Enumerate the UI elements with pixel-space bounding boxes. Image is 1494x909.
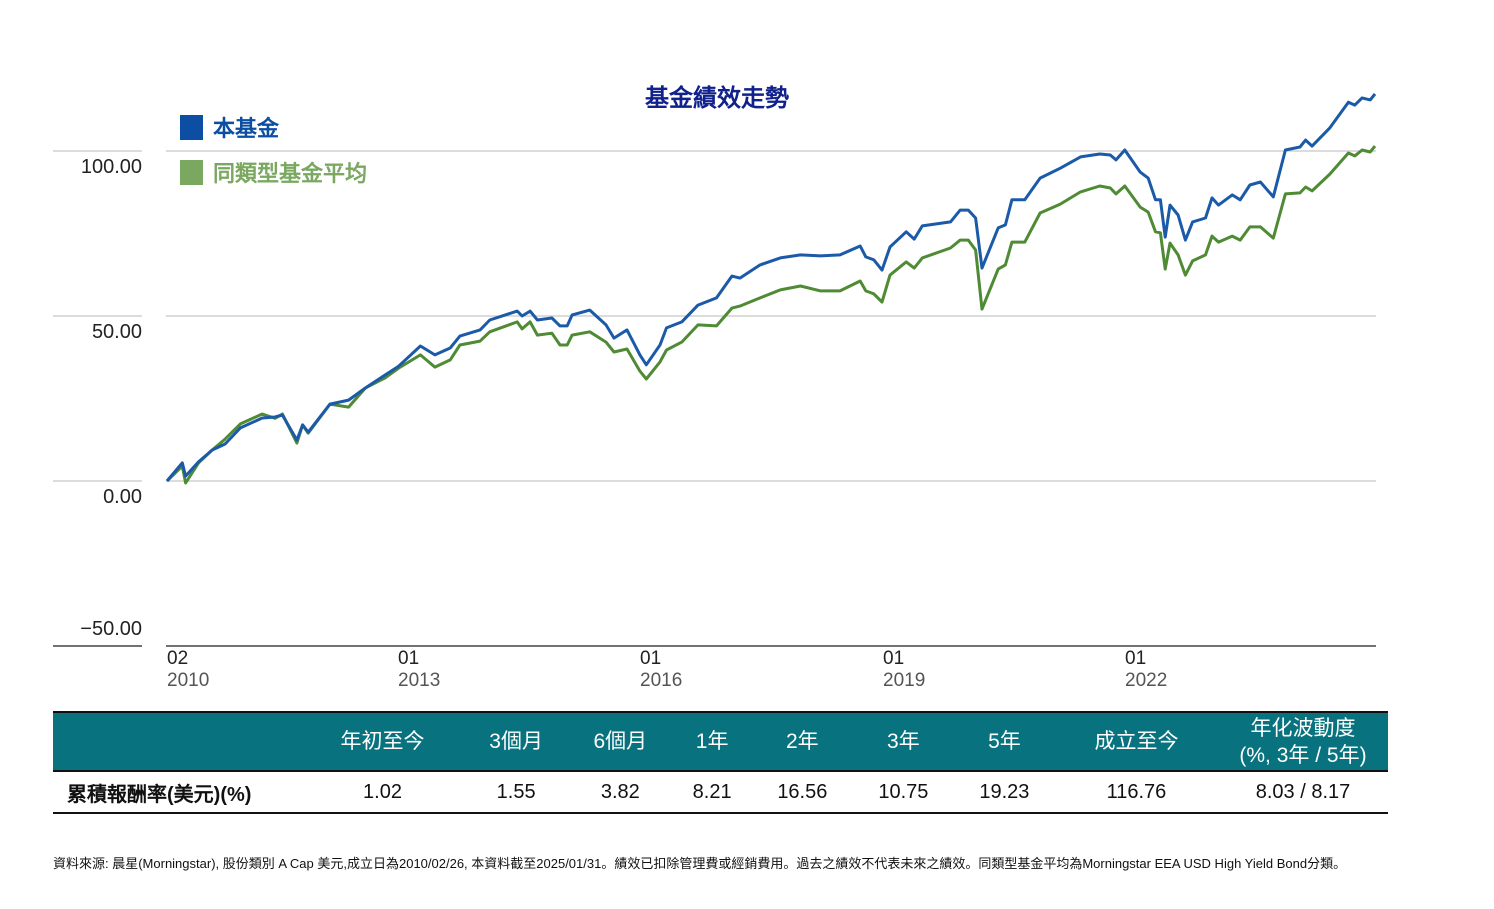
cell-3y: 10.75: [878, 780, 929, 803]
series-line-fund: [165, 92, 1377, 482]
x-tick-year: 2010: [167, 670, 210, 691]
cell-5y: 19.23: [979, 780, 1030, 803]
x-tick-year: 2013: [398, 670, 441, 691]
header-blank: [53, 712, 301, 771]
chart-title: 基金績效走勢: [645, 85, 789, 112]
x-tick-month: 01: [883, 648, 905, 669]
cell-2y: 16.56: [777, 780, 828, 803]
header-1y: 1年: [695, 730, 729, 753]
header-3m: 3個月: [489, 730, 543, 753]
header-ytd: 年初至今: [340, 730, 425, 753]
y-tick-label: 50.00: [91, 321, 142, 343]
x-tick-month: 01: [1125, 648, 1147, 669]
cell-3m: 1.55: [496, 780, 536, 803]
header-6m: 6個月: [593, 730, 648, 753]
x-tick-month: 01: [640, 648, 662, 669]
header-volatility-line1: 年化波動度: [1250, 716, 1356, 740]
axis-gap: [142, 640, 166, 650]
footnote: 資料來源: 晨星(Morningstar), 股份類別 A Cap 美元,成立日…: [53, 856, 1347, 871]
x-tick-year: 2022: [1125, 670, 1168, 691]
x-tick-label: 01 2016: [640, 648, 682, 692]
legend-label-peer: 同類型基金平均: [213, 161, 368, 186]
performance-chart: [53, 92, 1377, 650]
cell-6m: 3.82: [600, 780, 640, 803]
cell-since-inception: 116.76: [1106, 780, 1167, 803]
legend-swatch-fund: [180, 114, 203, 140]
x-tick-label: 01 2019: [883, 648, 925, 692]
series-line-peer: [165, 145, 1377, 485]
header-5y: 5年: [988, 730, 1021, 753]
header-since-inception: 成立至今: [1094, 730, 1179, 753]
x-tick-month: 01: [398, 648, 420, 669]
cell-1y: 8.21: [692, 780, 732, 803]
axis-gap: [142, 140, 166, 490]
cell-volatility: 8.03 / 8.17: [1255, 780, 1351, 803]
legend-label-fund: 本基金: [213, 116, 280, 141]
x-tick-year: 2016: [640, 670, 683, 691]
cell-ytd: 1.02: [363, 780, 402, 803]
table-header-row: 年初至今 3個月 6個月 1年 2年 3年 5年 成立至今 年化波動度 (%, 3…: [53, 712, 1388, 771]
header-3y: 3年: [887, 730, 920, 753]
x-tick-label: 01 2013: [398, 648, 440, 692]
legend-item-peer: 同類型基金平均: [180, 156, 367, 188]
header-volatility: 年化波動度 (%, 3年 / 5年): [1218, 712, 1388, 771]
y-tick-label: 100.00: [80, 156, 142, 178]
y-tick-label: 0.00: [103, 486, 142, 508]
x-tick-year: 2019: [883, 670, 926, 691]
x-tick-label: 02 2010: [167, 648, 209, 692]
header-volatility-line2: (%, 3年 / 5年): [1239, 743, 1367, 767]
returns-table: 年初至今 3個月 6個月 1年 2年 3年 5年 成立至今 年化波動度 (%, 3…: [53, 711, 1388, 814]
x-tick-label: 01 2022: [1125, 648, 1167, 692]
legend-item-fund: 本基金: [180, 111, 279, 143]
y-tick-label: −50.00: [80, 618, 142, 640]
x-tick-month: 02: [167, 648, 189, 669]
table-row: 累積報酬率(美元)(%) 1.02 1.55 3.82 8.21 16.56 1…: [53, 771, 1388, 813]
row-label: 累積報酬率(美元)(%): [67, 783, 252, 806]
legend-swatch-peer: [180, 159, 203, 185]
header-2y: 2年: [786, 730, 819, 753]
